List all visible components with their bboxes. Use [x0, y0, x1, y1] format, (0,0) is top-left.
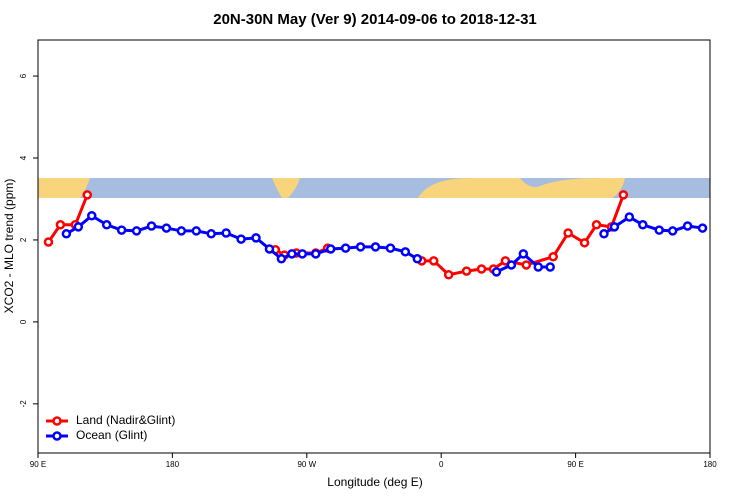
point: [73, 222, 84, 232]
point: [146, 221, 157, 231]
map-land: [272, 178, 300, 198]
point: [87, 211, 97, 221]
y-tick-label: 2: [19, 237, 28, 242]
point: [412, 254, 423, 264]
x-axis-label: Longitude (deg E): [327, 475, 422, 489]
x-tick-label: 90 E: [30, 460, 46, 469]
x-tick-label: 0: [439, 460, 444, 469]
legend-swatch: [52, 416, 62, 426]
point: [236, 234, 246, 244]
legend-label: Ocean (Glint): [76, 428, 147, 442]
point: [697, 223, 708, 233]
point: [533, 262, 544, 272]
point: [506, 260, 517, 270]
chart-title: 20N-30N May (Ver 9) 2014-09-06 to 2018-1…: [213, 11, 537, 28]
point: [191, 226, 202, 236]
point: [43, 237, 54, 247]
point: [591, 220, 602, 230]
series-line: [65, 213, 703, 274]
point: [682, 221, 693, 231]
map-strip: [38, 178, 710, 198]
point: [251, 233, 261, 243]
point: [176, 226, 187, 236]
point: [609, 222, 620, 232]
point: [264, 244, 275, 254]
point: [206, 229, 216, 239]
point: [624, 212, 635, 222]
point: [599, 229, 609, 239]
point: [340, 243, 351, 253]
x-tick-label: 90 W: [297, 460, 316, 469]
point: [443, 270, 454, 280]
point: [297, 249, 308, 259]
point: [221, 228, 231, 238]
x-tick-label: 180: [166, 460, 180, 469]
legend-swatch: [52, 431, 62, 441]
y-axis-label: XCO2 - MLO trend (ppm): [2, 179, 16, 314]
point: [400, 247, 411, 257]
point: [82, 190, 93, 200]
y-tick-label: -2: [19, 400, 28, 408]
point: [325, 244, 336, 254]
point: [667, 226, 678, 236]
point: [287, 249, 297, 259]
point: [428, 256, 439, 266]
point: [521, 260, 532, 270]
point: [545, 262, 555, 272]
map-land: [38, 178, 90, 198]
point: [476, 264, 487, 274]
point: [370, 242, 381, 252]
map-land: [530, 186, 547, 198]
point: [563, 228, 573, 238]
point: [276, 254, 287, 264]
point: [461, 266, 472, 276]
point: [355, 242, 366, 252]
plot-frame: [37, 39, 711, 454]
x-tick-label: 180: [703, 460, 717, 469]
point: [116, 225, 127, 235]
point: [518, 249, 529, 259]
legend-label: Land (Nadir&Glint): [76, 413, 175, 427]
point: [385, 243, 396, 253]
y-tick-label: 6: [19, 73, 28, 78]
point: [638, 220, 648, 230]
point: [161, 223, 172, 233]
point: [61, 229, 72, 239]
point: [500, 256, 511, 266]
y-tick-label: 0: [19, 319, 28, 324]
y-tick-label: 4: [19, 155, 28, 160]
point: [55, 220, 66, 230]
point: [491, 267, 502, 277]
point: [101, 220, 112, 230]
map-land: [418, 178, 625, 198]
point: [618, 190, 629, 200]
point: [548, 251, 558, 262]
point: [311, 249, 321, 259]
point: [131, 226, 142, 236]
point: [654, 225, 664, 235]
x-tick-label: 90 E: [567, 460, 583, 469]
point: [579, 238, 590, 248]
